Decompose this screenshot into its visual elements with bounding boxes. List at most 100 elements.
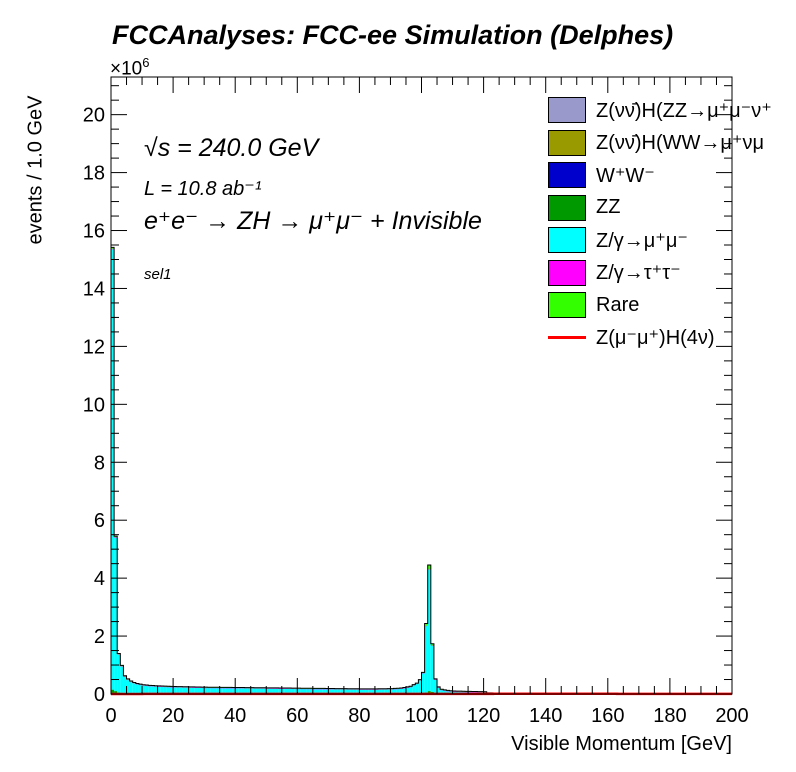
- legend-label: Z/γ→μ⁺μ⁻: [596, 229, 688, 252]
- bar: [291, 688, 295, 694]
- annotation-selection: sel1: [144, 266, 172, 283]
- bar: [430, 643, 434, 646]
- legend-entry: Z/γ→τ⁺τ⁻: [548, 257, 681, 289]
- x-tick-label: 40: [224, 705, 246, 727]
- annotation-luminosity: L = 10.8 ab⁻¹: [144, 178, 262, 200]
- y-tick-label: 18: [83, 163, 105, 185]
- bar: [374, 689, 379, 694]
- bar: [393, 689, 397, 694]
- y-tick-label: 2: [94, 626, 105, 648]
- bar: [219, 688, 223, 694]
- bar: [306, 689, 310, 694]
- bar: [111, 249, 115, 690]
- legend-swatch: [548, 129, 586, 156]
- bar: [371, 689, 375, 694]
- bar: [263, 688, 267, 694]
- annotation-energy: √s = 240.0 GeV: [144, 134, 319, 162]
- bar: [244, 688, 248, 694]
- bar: [418, 680, 422, 694]
- bar: [359, 689, 363, 694]
- legend-entry: ZZ: [548, 192, 620, 224]
- bar: [303, 689, 307, 694]
- bar: [433, 679, 438, 693]
- bar: [440, 689, 444, 694]
- bar: [238, 688, 242, 694]
- bar: [157, 686, 161, 694]
- bar: [120, 666, 124, 693]
- axis-tick-labels: 0 20 40 60 80 100 120 140 160 180 200 0 2 4 6 8 10 12 14 16…: [83, 105, 749, 727]
- bar: [114, 537, 118, 538]
- bar: [194, 687, 198, 694]
- bar: [452, 691, 456, 694]
- bar: [114, 691, 118, 694]
- bar: [207, 688, 211, 694]
- y-tick-label: 0: [94, 684, 105, 706]
- legend-label: Z(νν̄)H(ZZ→μ⁺μ⁻ν⁺: [596, 99, 772, 122]
- legend-swatch: [548, 336, 586, 339]
- legend-entry: Z(μ⁻μ⁺)H(4ν): [548, 322, 715, 354]
- bar: [405, 687, 410, 694]
- x-tick-label: 0: [105, 705, 116, 727]
- bar: [191, 687, 195, 694]
- bar: [169, 687, 174, 694]
- bar: [197, 687, 202, 694]
- bar: [222, 688, 226, 694]
- bar: [353, 689, 357, 694]
- x-tick-label: 120: [467, 705, 500, 727]
- bar: [216, 688, 220, 694]
- legend-entry: Z(νν̄)H(WW→μ⁺νμ: [548, 127, 764, 159]
- bar: [334, 689, 338, 694]
- bar: [241, 688, 245, 694]
- bar: [151, 686, 155, 694]
- bar: [179, 687, 183, 694]
- x-tick-label: 60: [286, 705, 308, 727]
- bar: [281, 688, 285, 694]
- legend-label: ZZ: [596, 196, 621, 218]
- bar: [424, 625, 428, 693]
- legend-swatch: [548, 194, 586, 221]
- x-tick-label: 160: [591, 705, 624, 727]
- bar: [287, 688, 292, 694]
- x-tick-label: 20: [162, 705, 184, 727]
- bar: [111, 689, 115, 694]
- bar: [350, 689, 354, 694]
- bar: [126, 680, 130, 694]
- legend: Z(νν̄)H(ZZ→μ⁺μ⁻ν⁺ Z(νν̄)H(WW→μ⁺νμ W⁺W⁻ ZZ Z/…: [548, 94, 796, 356]
- bar: [132, 683, 136, 694]
- bar: [284, 688, 288, 694]
- bar: [138, 685, 143, 694]
- y-tick-label: 16: [83, 221, 105, 243]
- bar: [399, 688, 403, 694]
- bar: [160, 686, 164, 694]
- bar: [135, 684, 139, 694]
- legend-label: W⁺W⁻: [596, 164, 655, 187]
- bar: [148, 686, 152, 694]
- bar: [312, 689, 316, 694]
- bar: [340, 689, 344, 694]
- bar: [228, 688, 233, 694]
- bar: [182, 687, 186, 694]
- bar: [437, 687, 441, 694]
- bar: [427, 691, 431, 694]
- bar: [266, 688, 270, 694]
- bar: [294, 688, 298, 694]
- y-axis-label: events / 1.0 GeV: [24, 95, 47, 245]
- bar: [322, 689, 326, 694]
- x-axis-label: Visible Momentum [GeV]: [511, 733, 732, 755]
- x-tick-label: 100: [405, 705, 438, 727]
- x-tick-label: 200: [715, 705, 748, 727]
- bar: [328, 689, 332, 694]
- bar: [409, 687, 413, 694]
- bar: [362, 689, 366, 694]
- bar: [381, 689, 385, 694]
- bar: [247, 688, 251, 694]
- bar: [415, 683, 419, 694]
- bar: [142, 685, 146, 694]
- bar: [402, 688, 406, 694]
- bar: [213, 688, 217, 694]
- bar: [337, 689, 341, 694]
- bar: [253, 688, 257, 694]
- series-4: [111, 249, 487, 694]
- y-tick-label: 4: [94, 568, 105, 590]
- bar: [225, 688, 229, 694]
